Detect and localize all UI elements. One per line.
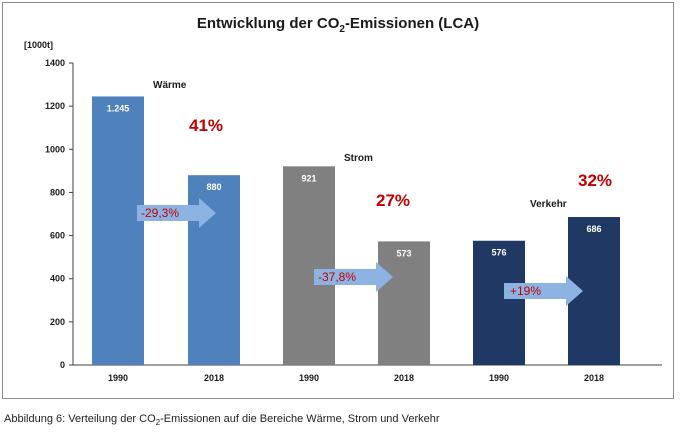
- change-arrow: [314, 262, 393, 292]
- bar: [188, 175, 240, 365]
- x-tick-label: 1990: [299, 373, 319, 383]
- y-tick-label: 1200: [45, 101, 65, 111]
- change-label: -29,3%: [141, 206, 179, 220]
- bar-value-label: 1.245: [107, 103, 130, 113]
- group-label: Wärme: [153, 80, 187, 91]
- bar-value-label: 573: [396, 248, 411, 258]
- bar-value-label: 921: [301, 173, 316, 183]
- y-tick-label: 200: [50, 317, 65, 327]
- x-tick-label: 2018: [584, 373, 604, 383]
- y-tick-label: 400: [50, 274, 65, 284]
- bar: [92, 96, 144, 365]
- bar-value-label: 686: [586, 224, 601, 234]
- change-label: -37,8%: [318, 270, 356, 284]
- share-percentage: 32%: [578, 171, 612, 190]
- bar-value-label: 880: [206, 182, 221, 192]
- y-axis-unit: [1000t]: [24, 40, 53, 50]
- y-tick-label: 800: [50, 187, 65, 197]
- x-tick-label: 1990: [108, 373, 128, 383]
- y-tick-label: 1400: [45, 58, 65, 68]
- bar: [473, 240, 525, 365]
- group-label: Verkehr: [530, 199, 567, 210]
- figure-caption: Abbildung 6: Verteilung der CO2-Emission…: [4, 413, 440, 428]
- x-tick-label: 2018: [204, 373, 224, 383]
- change-label: +19%: [510, 284, 541, 298]
- chart-title: Entwicklung der CO2-Emissionen (LCA): [197, 15, 479, 35]
- change-arrow: [137, 198, 216, 228]
- group-label: Strom: [344, 153, 373, 164]
- x-tick-label: 2018: [394, 373, 414, 383]
- y-tick-label: 600: [50, 231, 65, 241]
- bar: [283, 166, 335, 365]
- share-percentage: 41%: [189, 116, 223, 135]
- change-arrow: [504, 276, 583, 306]
- bar: [378, 241, 430, 365]
- bar-value-label: 576: [491, 248, 506, 258]
- share-percentage: 27%: [376, 191, 410, 210]
- y-tick-label: 0: [60, 360, 65, 370]
- y-tick-label: 1000: [45, 144, 65, 154]
- x-tick-label: 1990: [489, 373, 509, 383]
